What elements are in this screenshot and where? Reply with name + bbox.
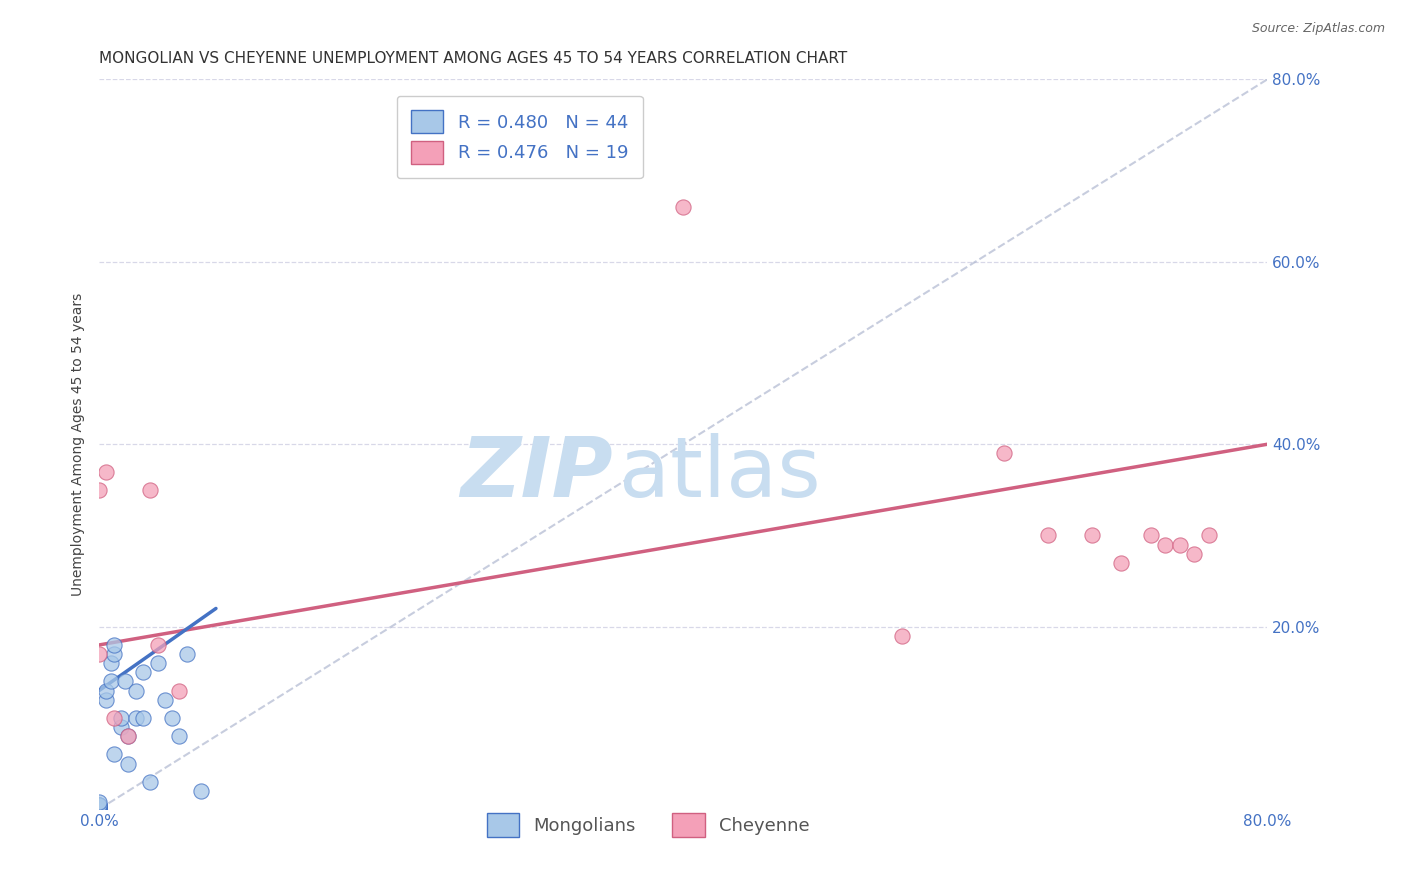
Point — [1198, 528, 1220, 542]
Point — [89, 802, 111, 816]
Point — [160, 711, 183, 725]
Point — [96, 683, 118, 698]
Point — [89, 802, 111, 816]
Point — [1111, 556, 1133, 570]
Point — [117, 729, 139, 743]
Point — [89, 802, 111, 816]
Point — [89, 647, 111, 661]
Point — [96, 465, 118, 479]
Point — [103, 747, 125, 762]
Point — [891, 629, 914, 643]
Point — [89, 800, 111, 814]
Point — [146, 638, 169, 652]
Point — [132, 711, 155, 725]
Point — [89, 802, 111, 816]
Point — [139, 483, 162, 497]
Point — [993, 446, 1015, 460]
Point — [89, 802, 111, 816]
Point — [110, 711, 132, 725]
Text: atlas: atlas — [619, 433, 821, 514]
Y-axis label: Unemployment Among Ages 45 to 54 years: Unemployment Among Ages 45 to 54 years — [72, 293, 86, 596]
Legend: Mongolians, Cheyenne: Mongolians, Cheyenne — [479, 806, 817, 844]
Text: Source: ZipAtlas.com: Source: ZipAtlas.com — [1251, 22, 1385, 36]
Point — [139, 774, 162, 789]
Point — [169, 683, 191, 698]
Point — [103, 647, 125, 661]
Point — [89, 797, 111, 812]
Point — [146, 656, 169, 670]
Point — [1154, 538, 1177, 552]
Point — [1139, 528, 1161, 542]
Point — [114, 674, 136, 689]
Point — [1182, 547, 1205, 561]
Point — [176, 647, 198, 661]
Point — [117, 729, 139, 743]
Point — [153, 692, 176, 706]
Text: ZIP: ZIP — [461, 433, 613, 514]
Point — [89, 802, 111, 816]
Point — [190, 784, 212, 798]
Point — [169, 729, 191, 743]
Point — [100, 674, 122, 689]
Point — [1038, 528, 1060, 542]
Point — [110, 720, 132, 734]
Point — [89, 797, 111, 812]
Point — [103, 638, 125, 652]
Point — [96, 692, 118, 706]
Point — [103, 711, 125, 725]
Point — [89, 802, 111, 816]
Point — [89, 800, 111, 814]
Point — [89, 802, 111, 816]
Point — [89, 802, 111, 816]
Point — [1081, 528, 1104, 542]
Point — [100, 656, 122, 670]
Point — [124, 683, 146, 698]
Point — [89, 483, 111, 497]
Point — [89, 795, 111, 809]
Point — [672, 200, 695, 214]
Point — [117, 756, 139, 771]
Point — [89, 802, 111, 816]
Point — [89, 802, 111, 816]
Point — [89, 802, 111, 816]
Point — [89, 799, 111, 814]
Point — [89, 802, 111, 816]
Point — [124, 711, 146, 725]
Point — [89, 802, 111, 816]
Point — [1168, 538, 1191, 552]
Point — [89, 797, 111, 812]
Point — [132, 665, 155, 680]
Text: MONGOLIAN VS CHEYENNE UNEMPLOYMENT AMONG AGES 45 TO 54 YEARS CORRELATION CHART: MONGOLIAN VS CHEYENNE UNEMPLOYMENT AMONG… — [100, 51, 848, 66]
